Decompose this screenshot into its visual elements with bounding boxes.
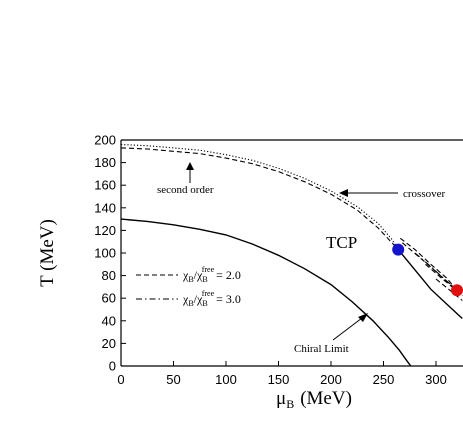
y-ticks-group: 0 20 40 60 80 100 120 140 160 180 200 bbox=[94, 133, 126, 374]
legend-label-dashdot: χB/χBfree = 3.0 bbox=[182, 289, 241, 308]
chiral-limit-label: Chiral Limit bbox=[294, 343, 349, 355]
y-tick-label-180: 180 bbox=[94, 155, 116, 170]
y-tick-label-160: 160 bbox=[94, 178, 116, 193]
y-tick-label-0: 0 bbox=[109, 359, 116, 374]
x-axis-title: μB (MeV) bbox=[276, 388, 352, 411]
x-tick-label-150: 150 bbox=[268, 372, 290, 387]
y-tick-label-20: 20 bbox=[102, 336, 116, 351]
second-order-arrowhead bbox=[186, 162, 194, 170]
y-tick-label-60: 60 bbox=[102, 291, 116, 306]
y-tick-label-80: 80 bbox=[102, 268, 116, 283]
x-tick-label-0: 0 bbox=[117, 372, 124, 387]
markers-group bbox=[392, 243, 463, 297]
y-tick-label-140: 140 bbox=[94, 200, 116, 215]
x-tick-label-250: 250 bbox=[373, 372, 395, 387]
series-line-dashed-4 bbox=[399, 237, 458, 291]
series-line-dashed-8 bbox=[435, 278, 463, 301]
y-tick-label-200: 200 bbox=[94, 133, 116, 148]
x-tick-label-200: 200 bbox=[320, 372, 342, 387]
legend-label-dashed: χB/χBfree = 2.0 bbox=[182, 265, 241, 284]
x-ticks-group: 0 50 100 150 200 250 300 bbox=[117, 361, 447, 387]
critical-point-marker-1 bbox=[451, 284, 463, 297]
second-order-label: second order bbox=[157, 184, 214, 196]
series-line-solid-3 bbox=[397, 249, 463, 320]
crossover-arrowhead bbox=[339, 189, 348, 197]
y-tick-label-40: 40 bbox=[102, 313, 116, 328]
y-tick-label-120: 120 bbox=[94, 223, 116, 238]
series-line-dashed-2 bbox=[121, 147, 399, 250]
x-tick-label-100: 100 bbox=[215, 372, 237, 387]
y-axis-title: T (MeV) bbox=[37, 219, 58, 287]
critical-point-marker-0 bbox=[392, 243, 405, 256]
y-tick-label-100: 100 bbox=[94, 246, 116, 261]
legend: χB/χBfree = 2.0 χB/χBfree = 3.0 bbox=[136, 265, 241, 308]
series-line-dashdot-6 bbox=[414, 252, 458, 291]
x-tick-label-50: 50 bbox=[166, 372, 180, 387]
tcp-label: TCP bbox=[326, 233, 357, 252]
curves-group bbox=[121, 143, 463, 366]
crossover-label: crossover bbox=[403, 188, 445, 200]
chiral-limit-arrowhead bbox=[358, 313, 368, 322]
x-tick-label-300: 300 bbox=[425, 372, 447, 387]
series-line-solid-0 bbox=[121, 218, 412, 366]
